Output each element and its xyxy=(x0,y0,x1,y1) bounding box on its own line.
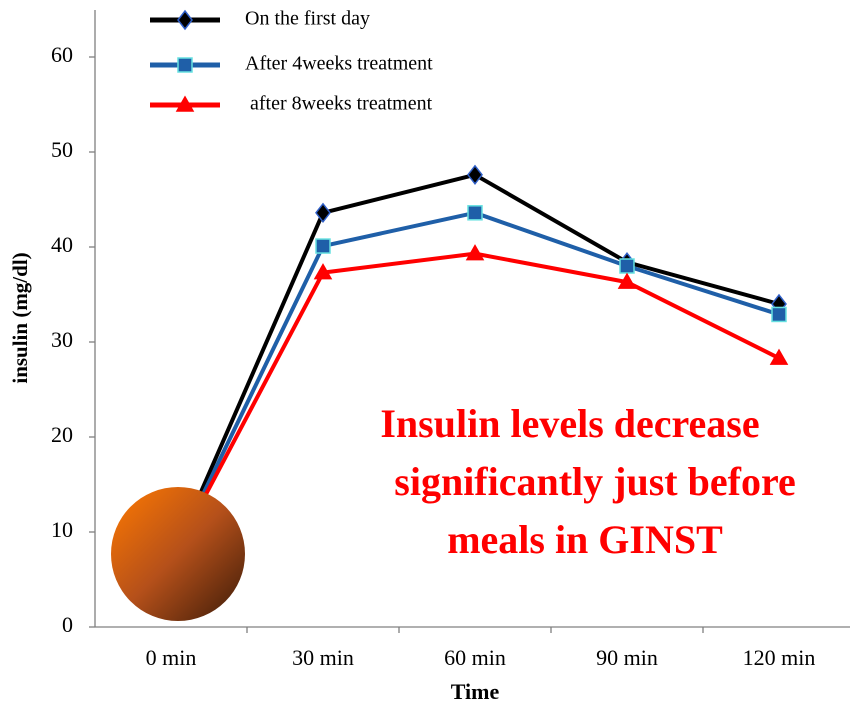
legend-label: After 4weeks treatment xyxy=(245,53,433,75)
marker xyxy=(468,206,482,220)
y-tick-label: 50 xyxy=(51,137,73,162)
y-tick-label: 30 xyxy=(51,327,73,352)
annotation: meals in GINST xyxy=(447,517,723,562)
marker xyxy=(620,259,634,273)
annotation: Insulin levels decrease xyxy=(380,401,759,446)
legend-label: after 8weeks treatment xyxy=(250,93,433,115)
decoration-ball xyxy=(111,487,245,621)
chart: insulin (mg/dl) Time 0 10 20 30 40 50 60 0 min 3… xyxy=(0,0,852,708)
marker xyxy=(772,307,786,321)
annotation: significantly just before xyxy=(394,459,795,504)
x-tick-label: 60 min xyxy=(444,645,506,670)
y-tick-label: 10 xyxy=(51,517,73,542)
x-tick-label: 30 min xyxy=(292,645,354,670)
y-axis-title: insulin (mg/dl) xyxy=(8,252,32,383)
marker xyxy=(468,166,482,184)
x-tick-label: 0 min xyxy=(146,645,197,670)
y-tick-label: 60 xyxy=(51,42,73,67)
y-tick-label: 20 xyxy=(51,422,73,447)
marker xyxy=(178,11,192,29)
marker xyxy=(316,239,330,253)
x-tick-label: 90 min xyxy=(596,645,658,670)
marker xyxy=(178,58,192,72)
legend-label: On the first day xyxy=(245,8,370,30)
y-tick-label: 0 xyxy=(62,612,73,637)
x-tick-label: 120 min xyxy=(743,645,816,670)
x-axis-title: Time xyxy=(451,679,500,704)
y-tick-label: 40 xyxy=(51,232,73,257)
